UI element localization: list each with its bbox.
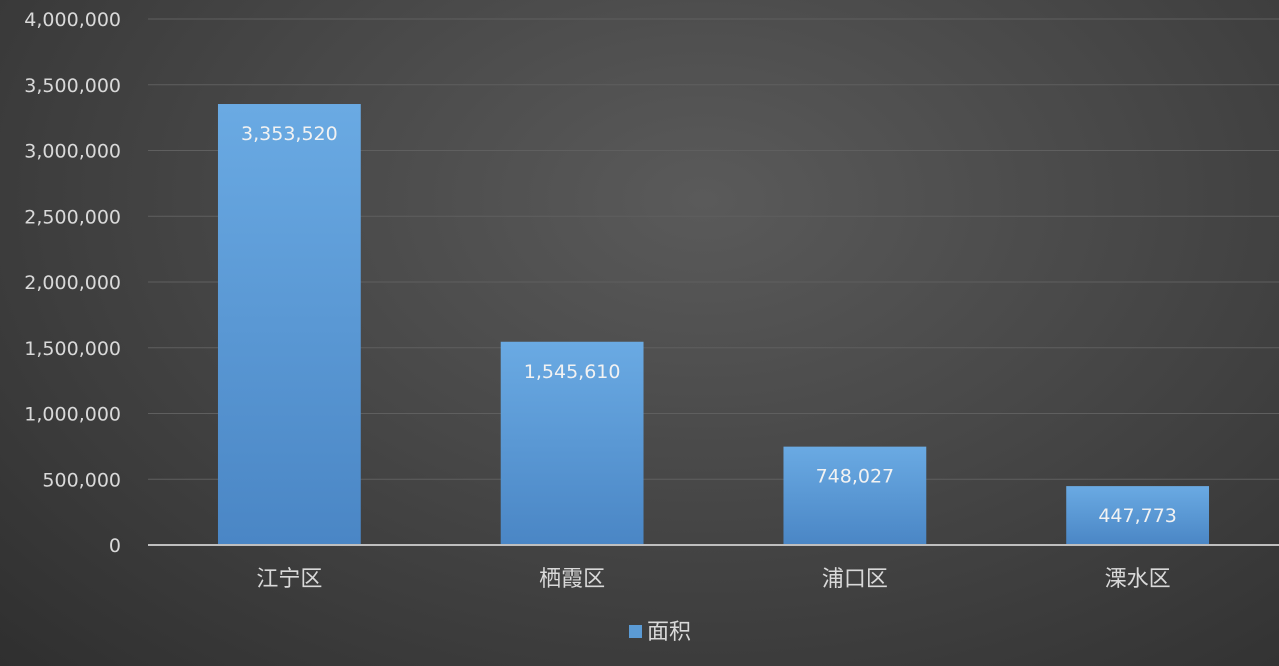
data-label: 1,545,610: [524, 361, 621, 383]
y-tick-label: 1,500,000: [24, 338, 121, 360]
x-category-label: 浦口区: [822, 567, 888, 592]
y-tick-label: 1,000,000: [24, 404, 121, 426]
y-tick-label: 3,500,000: [24, 75, 121, 97]
bar: [217, 104, 361, 546]
y-tick-label: 2,500,000: [24, 206, 121, 228]
data-label: 447,773: [1098, 505, 1177, 527]
bar: [500, 341, 644, 545]
y-axis-tick-labels: 0 500,000 1,000,000 1,500,000 2,000,000 2,500…: [24, 9, 121, 557]
x-category-label: 栖霞区: [539, 567, 605, 592]
y-tick-label: 4,000,000: [24, 9, 121, 31]
data-label: 748,027: [816, 466, 895, 488]
legend: 面积: [629, 620, 691, 645]
legend-swatch: [629, 625, 642, 638]
legend-label: 面积: [647, 620, 691, 645]
y-tick-label: 500,000: [42, 469, 121, 491]
bar: [1066, 486, 1210, 545]
y-tick-label: 0: [109, 535, 121, 557]
y-tick-label: 3,000,000: [24, 141, 121, 163]
bar: [783, 446, 927, 545]
data-label: 3,353,520: [241, 123, 338, 145]
x-category-label: 江宁区: [256, 567, 322, 592]
x-axis-category-labels: 江宁区 栖霞区 浦口区 溧水区: [256, 567, 1170, 592]
bars: [217, 104, 1210, 546]
x-category-label: 溧水区: [1105, 567, 1171, 592]
y-tick-label: 2,000,000: [24, 272, 121, 294]
data-labels: 3,353,520 1,545,610 748,027 447,773: [241, 123, 1177, 527]
